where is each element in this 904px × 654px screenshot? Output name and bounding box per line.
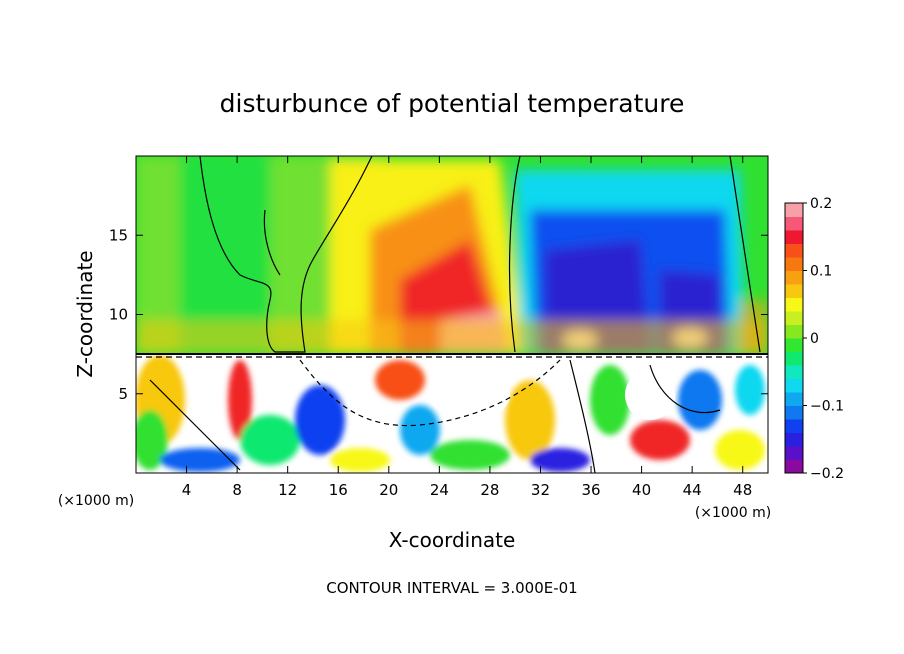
colorbar-segment	[785, 419, 803, 433]
colorbar-segment	[785, 365, 803, 379]
colorbar-tick-label: 0.1	[810, 264, 832, 280]
x-unit-label: (×1000 m)	[695, 505, 771, 521]
colorbar-segment	[785, 230, 803, 244]
colorbar-tick-label: −0.2	[810, 466, 844, 482]
colorbar-tick-label: 0	[810, 331, 819, 347]
colorbar-segment	[785, 459, 803, 474]
colorbar-tick-label: 0.2	[810, 196, 832, 212]
colorbar-segment	[785, 351, 803, 366]
x-tick-label: 32	[531, 481, 550, 499]
x-tick-label: 28	[480, 481, 499, 499]
x-axis-ticks: 4 8 12 16 20 24 28 32 36 40 44 48	[182, 156, 752, 499]
colorbar-segment	[785, 257, 803, 271]
y-unit-label: (×1000 m)	[58, 493, 134, 509]
y-tick-label: 10	[109, 306, 128, 324]
colorbar-segment	[785, 284, 803, 298]
colorbar-segment	[785, 378, 803, 393]
colorbar-segment	[785, 432, 803, 447]
colorbar: 0.2 0.1 0 −0.1 −0.2	[784, 196, 844, 482]
x-tick-label: 12	[278, 481, 297, 499]
colorbar-segment	[785, 203, 803, 217]
colorbar-segment	[785, 297, 803, 312]
colorbar-segment	[785, 446, 803, 460]
y-axis-ticks: 5 10 15	[109, 226, 768, 403]
colorbar-segment	[785, 405, 803, 420]
colorbar-segment	[785, 324, 803, 339]
x-tick-label: 40	[632, 481, 651, 499]
colorbar-segment	[785, 392, 803, 406]
plot-area	[136, 156, 768, 473]
contour-interval-note: CONTOUR INTERVAL = 3.000E-01	[326, 579, 577, 597]
contour-lines	[136, 156, 768, 473]
colorbar-tick-label: −0.1	[810, 399, 844, 415]
lower-turbulent-layer	[136, 354, 768, 473]
chart-title: disturbunce of potential temperature	[220, 89, 685, 118]
upper-field	[136, 156, 768, 354]
colorbar-segment	[785, 243, 803, 258]
colorbar-segment	[785, 270, 803, 285]
x-tick-label: 36	[581, 481, 600, 499]
y-tick-label: 15	[109, 226, 128, 244]
x-tick-label: 8	[232, 481, 242, 499]
colorbar-segment	[785, 338, 803, 352]
x-tick-label: 24	[430, 481, 449, 499]
y-tick-label: 5	[118, 385, 128, 403]
y-axis-label: Z-coordinate	[73, 250, 97, 377]
x-tick-label: 4	[182, 481, 192, 499]
x-tick-label: 20	[379, 481, 398, 499]
colorbar-segment	[785, 216, 803, 231]
x-tick-label: 48	[733, 481, 752, 499]
colorbar-segment	[785, 311, 803, 325]
x-axis-label: X-coordinate	[389, 528, 516, 552]
x-tick-label: 16	[329, 481, 348, 499]
x-tick-label: 44	[683, 481, 702, 499]
